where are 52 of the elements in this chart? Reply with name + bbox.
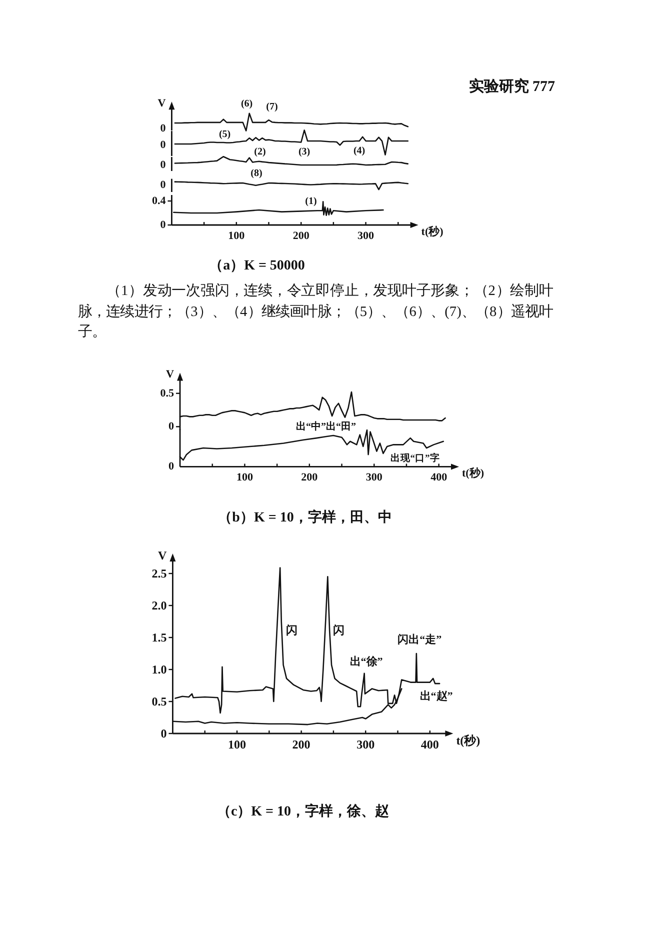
x-label: t(秒) [456, 734, 480, 748]
x-label: t(秒) [462, 468, 484, 480]
axis-note: 0 [168, 460, 174, 473]
y-tick-label: 0.5 [160, 387, 174, 400]
annotation: 闪 [286, 625, 298, 637]
note: （1）发动一次强闪，连续，令立即停止，发现叶子形象；（2）绘制叶脉，连续进行；（3）、（4）继续画叶脉；（5）、（6）、(7)、（8）遥视叶子。 [78, 282, 553, 342]
y-tick-label: 1.5 [152, 630, 167, 644]
annotation: (7) [266, 102, 278, 112]
x-tick-label: 100 [228, 738, 246, 752]
annotation: 出“中”出“田” [296, 422, 356, 432]
annotation: (6) [240, 98, 253, 110]
y-tick-label: 0 [160, 219, 166, 231]
x-tick-label: 200 [292, 230, 310, 242]
annotation: (8) [250, 168, 262, 179]
axis-note: 0 [160, 159, 166, 171]
x-tick-label: 200 [292, 738, 310, 752]
annotation: (1) [305, 196, 317, 207]
y-label: V [158, 98, 166, 110]
y-tick-label: 0 [168, 420, 174, 433]
title: （b）K = 10，字样，田、中 [218, 510, 392, 526]
title: （a）K = 50000 [209, 258, 305, 274]
annotation: (2) [254, 146, 266, 158]
annotation: 出现“口”字 [390, 454, 440, 464]
annotation: 出“徐” [350, 656, 383, 668]
x-tick-label: 400 [420, 738, 439, 752]
x-tick-label: 100 [236, 472, 253, 484]
axis-note: 0 [160, 178, 166, 191]
y-label: V [158, 548, 167, 562]
y-tick-label: 1.0 [152, 662, 167, 676]
y-tick-label: 0 [160, 726, 167, 740]
y-tick-label: 0.4 [152, 195, 166, 207]
title: （c）K = 10，字样，徐、赵 [216, 804, 390, 820]
annotation: 闪 [333, 625, 345, 637]
x-tick-label: 200 [301, 472, 318, 484]
x-label: t(秒) [421, 226, 444, 238]
x-tick-label: 300 [358, 230, 374, 242]
y-tick-label: 2.5 [152, 566, 167, 580]
x-tick-label: 300 [366, 472, 382, 484]
header: 实验研究 777 [468, 79, 555, 95]
annotation: 闪出“走” [398, 634, 442, 646]
annotation: (5) [218, 128, 231, 140]
axis-note: 0 [160, 139, 166, 152]
x-tick-label: 400 [430, 472, 448, 484]
axis-note: 0 [160, 122, 166, 134]
annotation: 出“赵” [420, 690, 453, 702]
y-tick-label: 2.0 [152, 598, 167, 612]
x-tick-label: 100 [228, 230, 245, 242]
y-label: V [166, 368, 174, 381]
x-tick-label: 300 [356, 738, 375, 752]
annotation: (4) [353, 146, 366, 156]
annotation: (3) [298, 146, 310, 158]
y-tick-label: 0.5 [152, 694, 167, 708]
